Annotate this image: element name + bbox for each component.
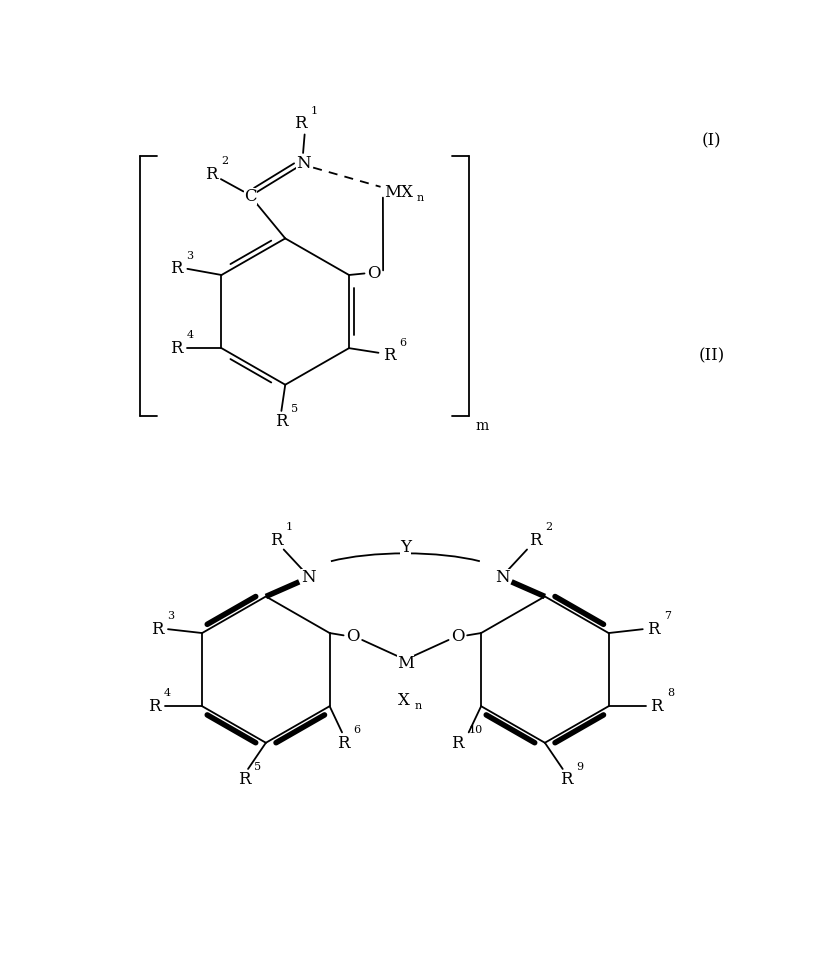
Text: R: R [148,698,160,715]
Text: 9: 9 [577,762,584,772]
Text: R: R [270,532,282,549]
Text: (I): (I) [702,132,721,149]
Text: 3: 3 [167,611,174,621]
Text: R: R [295,115,307,132]
Text: 6: 6 [354,725,361,736]
Text: X: X [398,693,410,709]
Text: MX: MX [384,185,413,201]
Text: m: m [475,418,488,433]
Text: N: N [301,569,316,586]
Text: R: R [450,735,464,752]
Text: R: R [650,698,663,715]
Text: 4: 4 [186,330,194,341]
Text: 5: 5 [254,762,262,772]
Text: C: C [244,188,257,204]
Text: R: R [383,347,395,364]
Text: O: O [451,629,464,645]
Text: Y: Y [400,539,411,557]
Text: R: R [560,772,573,788]
Text: 7: 7 [663,611,671,621]
Text: N: N [296,156,310,172]
Text: R: R [170,340,183,357]
Text: n: n [417,193,424,202]
Text: 4: 4 [164,688,172,699]
Text: R: R [275,414,288,430]
Text: 2: 2 [544,523,552,532]
Text: M: M [397,656,414,672]
Text: R: R [205,166,218,183]
Text: O: O [346,629,360,645]
Text: 10: 10 [469,725,483,736]
Text: 8: 8 [667,688,674,699]
Text: 5: 5 [291,404,299,414]
Text: R: R [151,621,163,637]
Text: n: n [415,701,422,710]
Text: 6: 6 [399,338,407,347]
Text: 2: 2 [222,157,229,166]
Text: 3: 3 [186,251,194,261]
Text: R: R [529,532,541,549]
Text: R: R [170,261,183,277]
Text: R: R [238,772,251,788]
Text: (II): (II) [699,347,724,365]
Text: N: N [495,569,510,586]
Text: 1: 1 [311,106,318,116]
Text: 1: 1 [286,523,293,532]
Text: R: R [648,621,660,637]
Text: R: R [337,735,350,752]
Text: O: O [367,265,380,282]
